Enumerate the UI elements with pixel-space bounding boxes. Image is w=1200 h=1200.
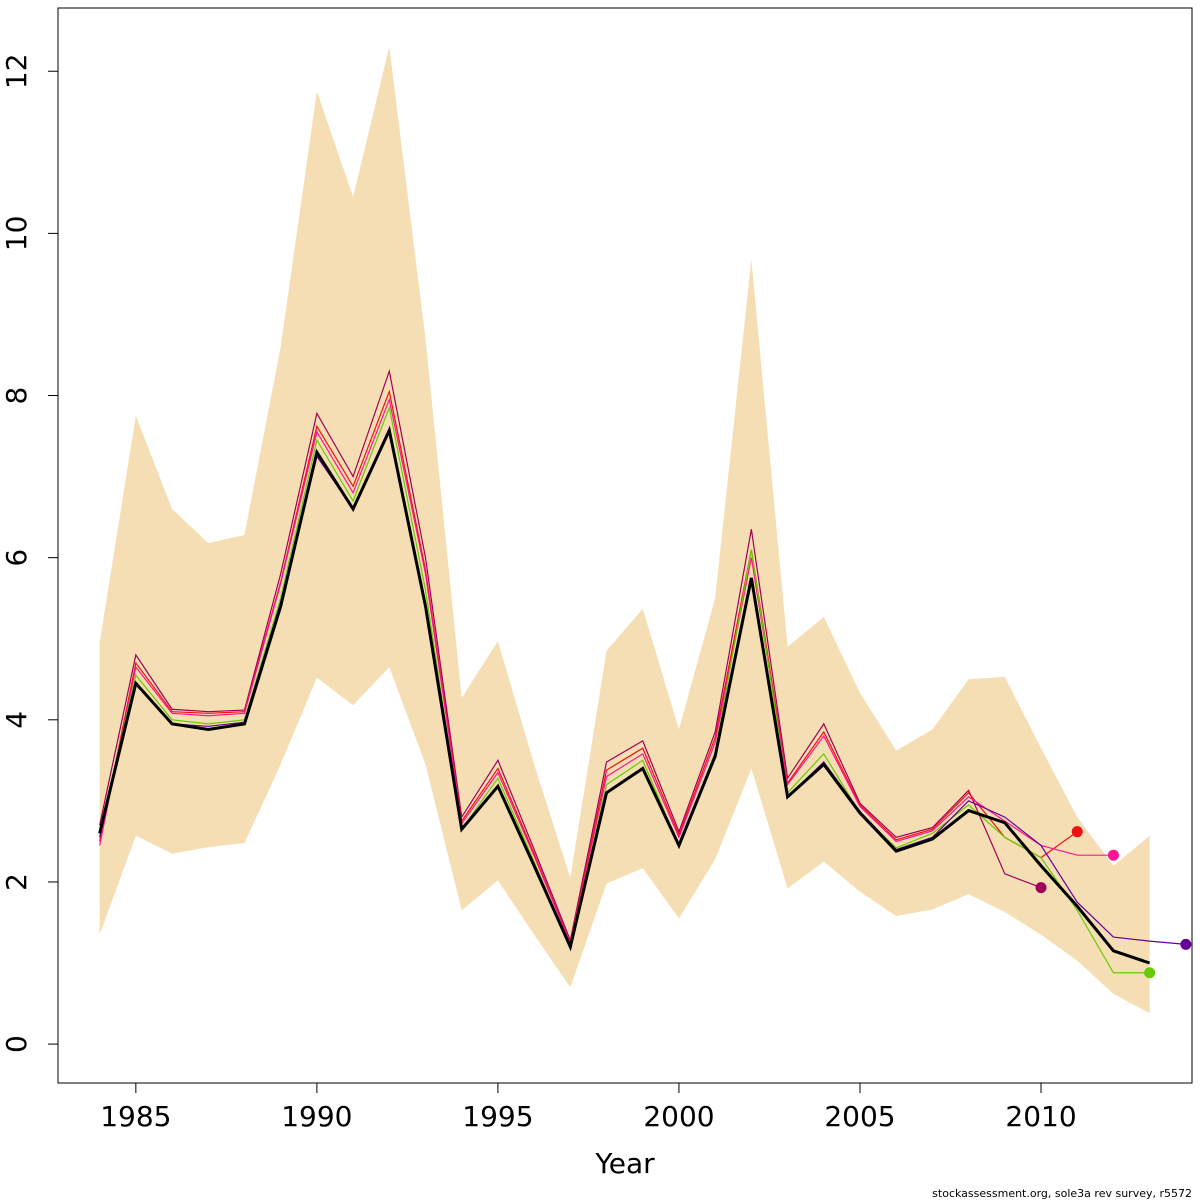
x-axis-label: Year	[594, 1147, 655, 1180]
x-tick-label: 1985	[100, 1100, 171, 1133]
endpoint	[1071, 826, 1083, 838]
series-line	[98, 425, 1151, 965]
endpoint	[1035, 882, 1047, 894]
y-tick-label: 12	[0, 53, 33, 89]
y-tick-label: 10	[0, 216, 33, 252]
footer: stockassessment.org, sole3a rev survey, …	[932, 1187, 1192, 1200]
endpoint	[1107, 849, 1119, 861]
y-tick-label: 6	[0, 549, 33, 567]
y-tick-label: 0	[0, 1035, 33, 1053]
x-tick-label: 2000	[643, 1100, 714, 1133]
series-line	[99, 397, 1114, 946]
plot-frame	[57, 7, 1193, 1084]
x-tick-label: 1995	[462, 1100, 533, 1133]
x-tick-label: 1990	[281, 1100, 352, 1133]
endpoint	[1180, 938, 1192, 950]
endpoint	[1144, 967, 1156, 979]
confidence-band	[99, 46, 1150, 1014]
x-tick-label: 2010	[1005, 1100, 1076, 1133]
series-line	[99, 405, 1150, 974]
y-tick-label: 8	[0, 387, 33, 405]
y-tick-label: 4	[0, 711, 33, 729]
y-tick-label: 2	[0, 873, 33, 891]
x-tick-label: 2005	[824, 1100, 895, 1133]
